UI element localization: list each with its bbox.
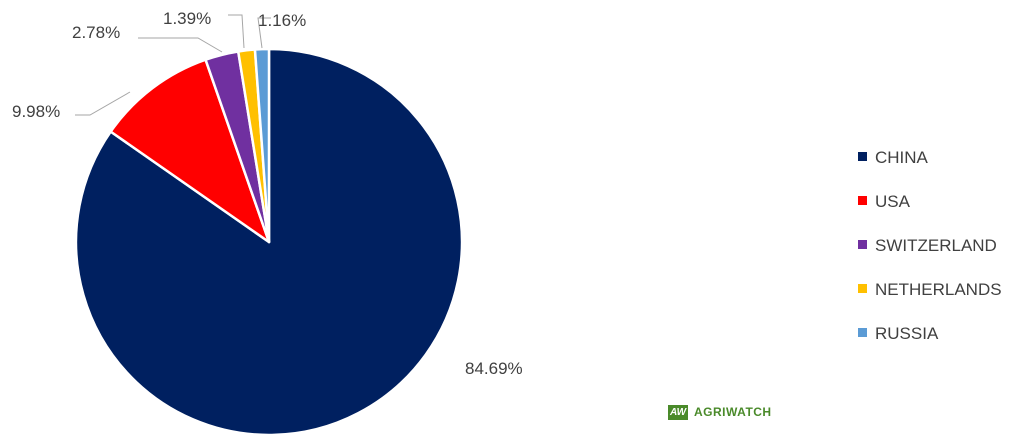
legend-item-usa: USA: [858, 192, 911, 211]
pie-slice-russia: [253, 47, 271, 244]
legend-label-usa: USA: [875, 192, 911, 211]
data-label-usa: 9.98%: [12, 102, 60, 121]
legend-item-netherlands: NETHERLANDS: [858, 280, 1002, 299]
slices-layer: [74, 47, 464, 437]
legend-swatch-switzerland: [858, 240, 867, 249]
legend-label-switzerland: SWITZERLAND: [875, 236, 997, 255]
legend-swatch-netherlands: [858, 284, 867, 293]
legend-item-switzerland: SWITZERLAND: [858, 236, 997, 255]
data-label-china: 84.69%: [465, 359, 523, 378]
data-labels: 84.69% 9.98% 2.78% 1.39% 1.16%: [12, 9, 523, 378]
leader-line-usa: [75, 91, 131, 116]
data-label-netherlands: 1.39%: [163, 9, 211, 28]
data-label-russia: 1.16%: [258, 11, 306, 30]
leader-line-russia: [257, 17, 271, 49]
pie-slice-china: [74, 47, 464, 437]
legend-swatch-usa: [858, 196, 867, 205]
legend-swatch-china: [858, 152, 867, 161]
legend: CHINA USA SWITZERLAND NETHERLANDS RUSSIA: [858, 148, 1002, 343]
agriwatch-logo-mark: AW: [668, 404, 688, 420]
data-label-switzerland: 2.78%: [72, 23, 120, 42]
legend-label-china: CHINA: [875, 148, 929, 167]
leader-lines: [75, 14, 271, 116]
legend-label-netherlands: NETHERLANDS: [875, 280, 1002, 299]
legend-item-russia: RUSSIA: [858, 324, 939, 343]
legend-swatch-russia: [858, 328, 867, 337]
legend-label-russia: RUSSIA: [875, 324, 939, 343]
leader-line-netherlands: [228, 14, 245, 49]
pie-slice-usa: [109, 58, 271, 244]
agriwatch-logo: AW AGRIWATCH: [668, 403, 772, 421]
legend-item-china: CHINA: [858, 148, 929, 167]
leader-line-switzerland: [138, 37, 223, 53]
agriwatch-logo-text: AGRIWATCH: [694, 405, 772, 419]
